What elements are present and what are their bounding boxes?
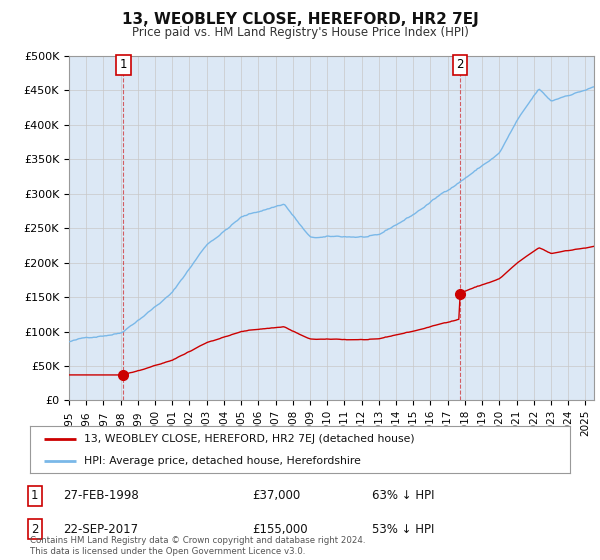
Text: 1: 1 (31, 489, 38, 502)
Text: 2: 2 (457, 58, 464, 72)
Text: 22-SEP-2017: 22-SEP-2017 (63, 522, 138, 536)
Text: 53% ↓ HPI: 53% ↓ HPI (372, 522, 434, 536)
Text: 27-FEB-1998: 27-FEB-1998 (63, 489, 139, 502)
Text: HPI: Average price, detached house, Herefordshire: HPI: Average price, detached house, Here… (84, 456, 361, 466)
Text: 63% ↓ HPI: 63% ↓ HPI (372, 489, 434, 502)
Text: 13, WEOBLEY CLOSE, HEREFORD, HR2 7EJ: 13, WEOBLEY CLOSE, HEREFORD, HR2 7EJ (122, 12, 478, 27)
Text: Price paid vs. HM Land Registry's House Price Index (HPI): Price paid vs. HM Land Registry's House … (131, 26, 469, 39)
Text: 1: 1 (119, 58, 127, 72)
Text: Contains HM Land Registry data © Crown copyright and database right 2024.
This d: Contains HM Land Registry data © Crown c… (30, 536, 365, 556)
Text: 13, WEOBLEY CLOSE, HEREFORD, HR2 7EJ (detached house): 13, WEOBLEY CLOSE, HEREFORD, HR2 7EJ (de… (84, 434, 415, 444)
Text: £155,000: £155,000 (252, 522, 308, 536)
Text: £37,000: £37,000 (252, 489, 300, 502)
Text: 2: 2 (31, 522, 38, 536)
